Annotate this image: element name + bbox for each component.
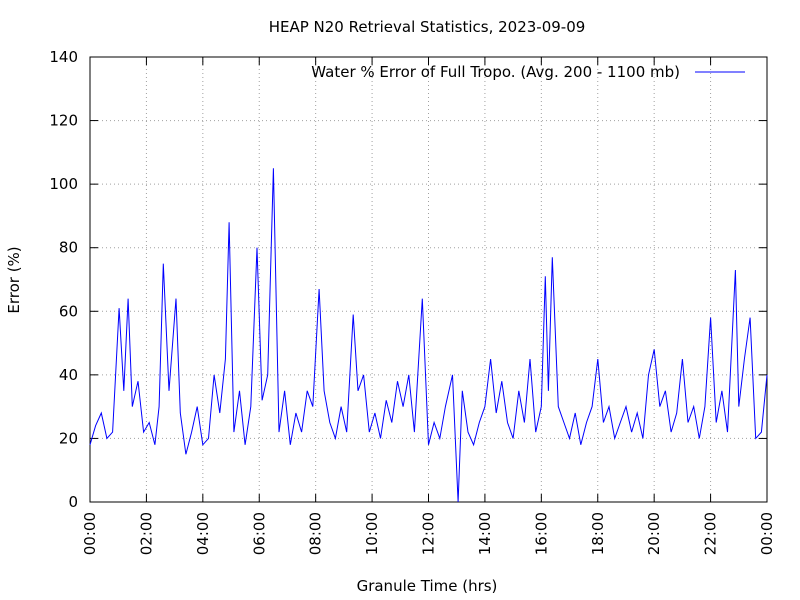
- x-tick-label: 00:00: [758, 512, 776, 555]
- x-tick-label: 22:00: [702, 512, 720, 555]
- y-tick-label: 80: [59, 239, 78, 257]
- y-axis-label: Error (%): [5, 246, 23, 313]
- y-tick-label: 60: [59, 302, 78, 320]
- x-tick-label: 08:00: [307, 512, 325, 555]
- y-tick-label: 20: [59, 429, 78, 447]
- x-tick-label: 06:00: [250, 512, 268, 555]
- x-tick-label: 14:00: [476, 512, 494, 555]
- x-tick-label: 00:00: [81, 512, 99, 555]
- y-tick-label: 140: [49, 48, 78, 66]
- y-tick-label: 100: [49, 175, 78, 193]
- x-tick-label: 04:00: [194, 512, 212, 555]
- plot-border: [89, 56, 768, 503]
- x-tick-label: 10:00: [363, 512, 381, 555]
- x-tick-label: 16:00: [532, 512, 550, 555]
- y-tick-label: 40: [59, 366, 78, 384]
- data-line: [89, 168, 768, 503]
- x-axis-label: Granule Time (hrs): [357, 577, 498, 595]
- x-tick-label: 02:00: [137, 512, 155, 555]
- x-tick-label: 12:00: [420, 512, 438, 555]
- y-tick-label: 120: [49, 112, 78, 130]
- y-tick-label: 0: [68, 493, 78, 511]
- x-tick-label: 18:00: [589, 512, 607, 555]
- x-tick-label: 20:00: [645, 512, 663, 555]
- legend-label: Water % Error of Full Tropo. (Avg. 200 -…: [311, 63, 680, 81]
- chart-title: HEAP N20 Retrieval Statistics, 2023-09-0…: [269, 18, 586, 36]
